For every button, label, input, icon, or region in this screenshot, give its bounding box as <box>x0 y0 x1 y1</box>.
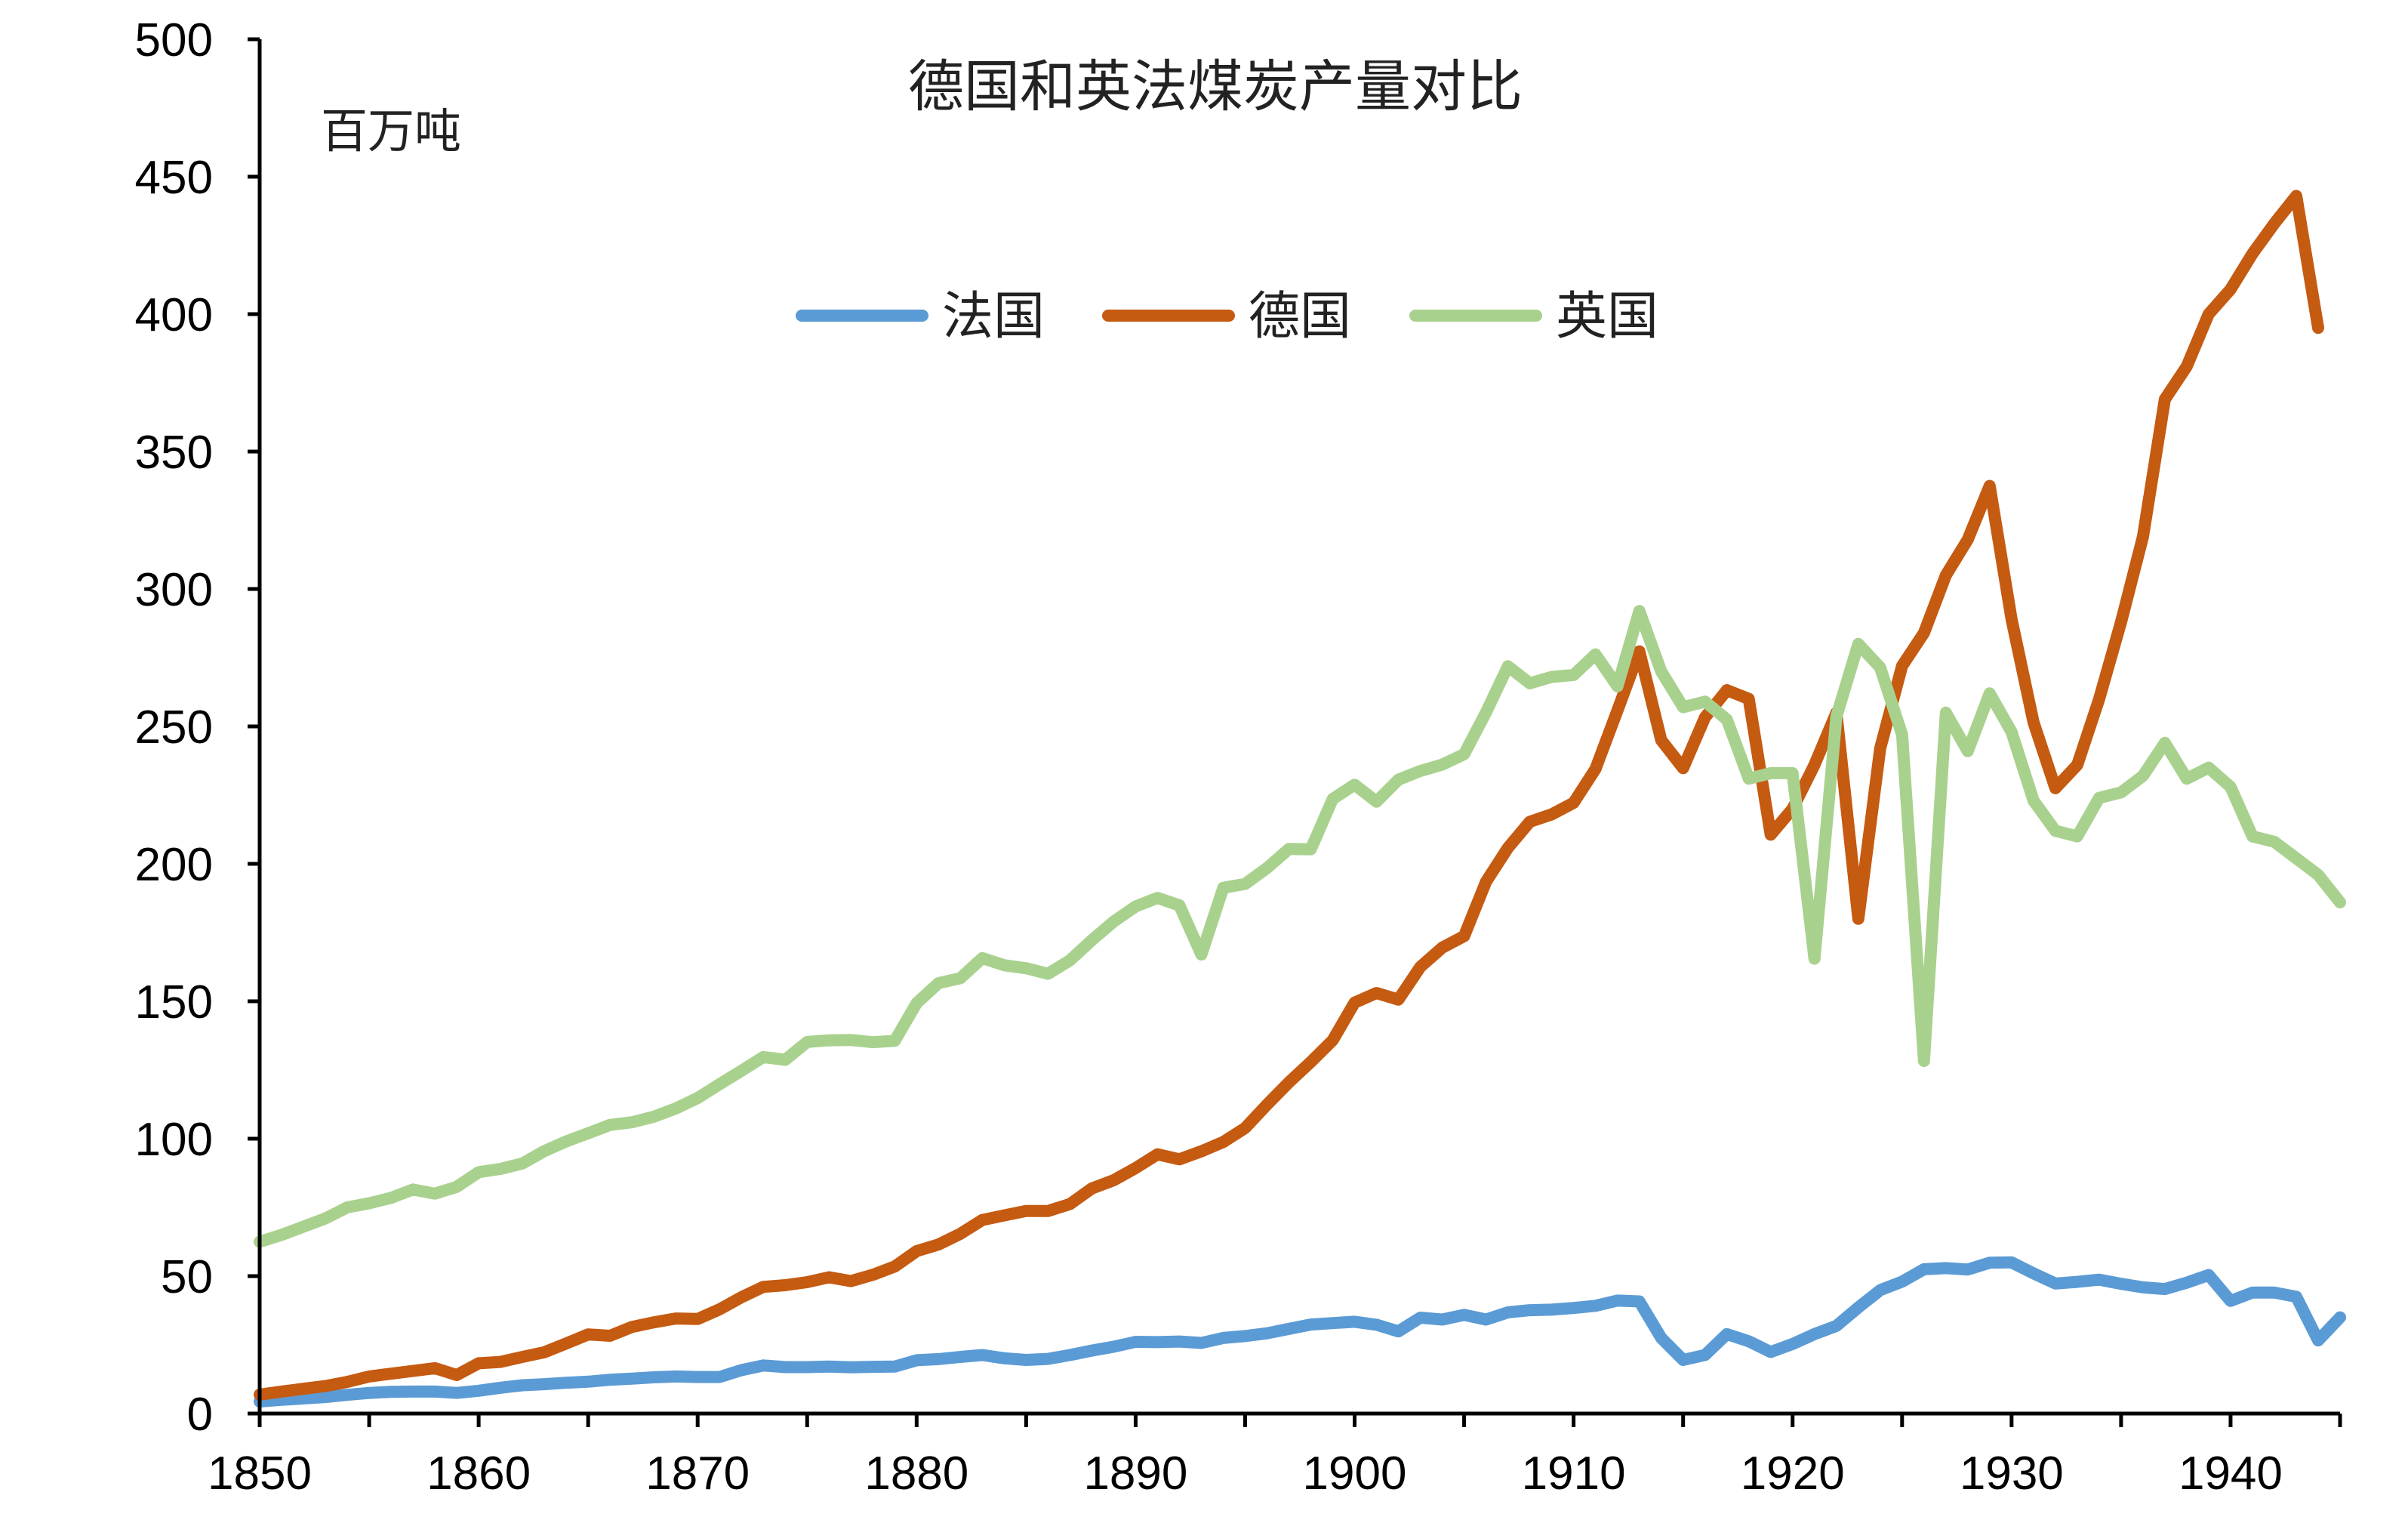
x-tick-label: 1900 <box>1303 1448 1407 1500</box>
x-tick-label: 1870 <box>645 1448 750 1500</box>
y-tick-label: 200 <box>135 839 213 891</box>
chart-title: 德国和英法煤炭产量对比 <box>908 54 1523 119</box>
x-tick-label: 1930 <box>1960 1448 2064 1500</box>
legend-label: 英国 <box>1556 287 1658 347</box>
x-tick-label: 1910 <box>1522 1448 1626 1500</box>
legend-label: 法国 <box>942 287 1045 347</box>
x-tick-label: 1920 <box>1741 1448 1845 1500</box>
legend-label: 德国 <box>1249 287 1351 347</box>
series-line-2 <box>254 190 2324 1401</box>
y-tick-label: 50 <box>161 1251 213 1303</box>
series-line-1 <box>254 1256 2346 1408</box>
x-tick-label: 1890 <box>1083 1448 1187 1500</box>
y-tick-label: 300 <box>135 564 213 616</box>
y-tick-label: 0 <box>187 1389 213 1441</box>
x-tick-label: 1850 <box>208 1448 312 1500</box>
series-layer <box>254 190 2346 1408</box>
x-tick-label: 1880 <box>864 1448 968 1500</box>
y-tick-label: 350 <box>135 427 213 479</box>
x-tick-label: 1860 <box>426 1448 531 1500</box>
y-tick-label: 250 <box>135 701 213 754</box>
y-axis-unit-label: 百万吨 <box>321 103 461 159</box>
legend: 法国 德国 英国 <box>796 287 1658 347</box>
axes-layer: 0 50 100 150 200 250 300 350 400 450 500 1850 1860 18… <box>135 14 2342 1500</box>
y-tick-label: 100 <box>135 1114 213 1166</box>
x-tick-label: 1940 <box>2179 1448 2283 1500</box>
y-tick-label: 450 <box>135 152 213 204</box>
y-tick-label: 500 <box>135 14 213 66</box>
y-tick-label: 400 <box>135 289 213 341</box>
series-line-3 <box>254 605 2346 1248</box>
y-tick-label: 150 <box>135 976 213 1028</box>
